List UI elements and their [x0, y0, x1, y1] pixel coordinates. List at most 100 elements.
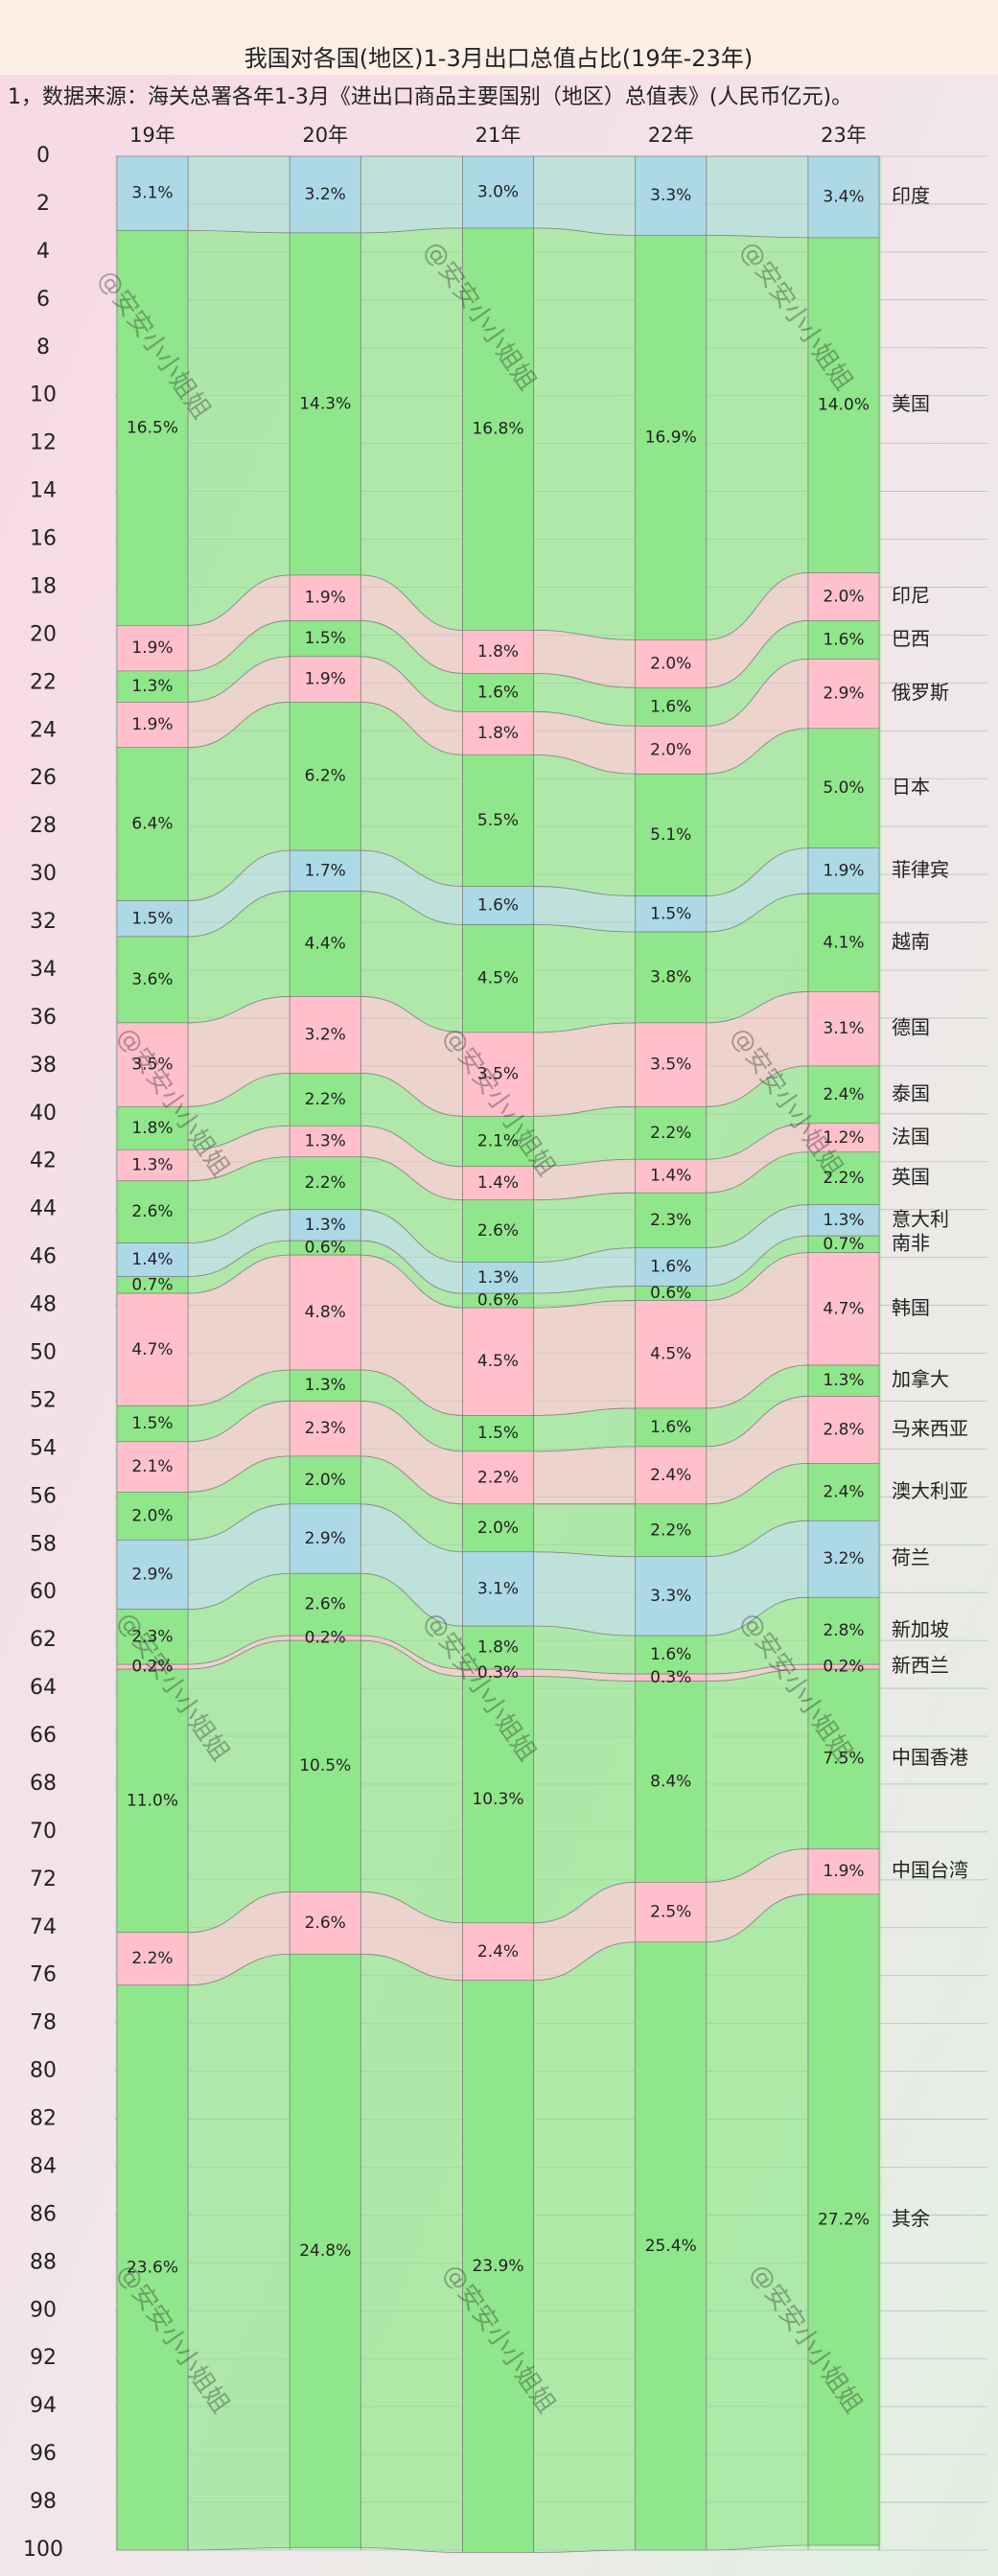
value-label: 5.0%	[823, 778, 864, 798]
value-label: 1.4%	[131, 1250, 173, 1269]
value-label: 2.2%	[305, 1173, 346, 1193]
bar-segment	[807, 659, 880, 730]
y-tick-label: 0	[36, 144, 50, 168]
value-label: 3.2%	[305, 1025, 346, 1044]
legend-label: 俄罗斯	[892, 681, 949, 704]
legend-label: 德国	[892, 1016, 930, 1039]
value-label: 1.8%	[477, 642, 519, 661]
value-label: 2.9%	[305, 1529, 346, 1548]
y-tick-label: 96	[30, 2442, 57, 2466]
y-tick-label: 34	[30, 958, 57, 982]
y-tick-label: 44	[30, 1197, 57, 1221]
value-label: 3.6%	[131, 970, 173, 989]
value-label: 27.2%	[818, 2210, 870, 2229]
y-tick-label: 72	[30, 1868, 57, 1891]
x-tick-label: 22年	[648, 124, 694, 147]
bar-segment	[289, 1156, 361, 1210]
legend-label: 美国	[892, 392, 930, 415]
ribbon	[533, 754, 637, 896]
ribbon	[187, 230, 290, 626]
y-tick-label: 76	[30, 1963, 57, 1987]
ribbon	[360, 155, 463, 234]
bar-segment	[462, 673, 534, 712]
value-label: 16.9%	[645, 428, 697, 447]
x-tick-label: 21年	[476, 124, 522, 147]
bar-segment	[462, 1625, 534, 1670]
bar-segment	[116, 1180, 189, 1243]
bar-segment	[807, 1596, 880, 1665]
bar-segment	[807, 1065, 880, 1125]
value-label: 1.9%	[131, 638, 173, 658]
y-tick-label: 78	[30, 2011, 57, 2035]
bar-segment	[635, 1300, 708, 1409]
value-label: 2.6%	[305, 1595, 346, 1614]
bar-segment	[635, 1503, 708, 1558]
value-label: 7.5%	[823, 1750, 864, 1769]
bar-segment	[462, 1307, 534, 1416]
value-label: 2.9%	[823, 685, 864, 704]
y-tick-label: 58	[30, 1532, 57, 1556]
y-tick-label: 84	[30, 2154, 57, 2178]
value-label: 10.3%	[472, 1790, 523, 1809]
value-label: 8.4%	[650, 1772, 691, 1791]
ribbon	[533, 1941, 637, 2553]
value-label: 0.3%	[477, 1663, 519, 1683]
value-label: 2.2%	[131, 1949, 173, 1968]
value-label: 2.9%	[131, 1565, 173, 1584]
bar-segment	[807, 1668, 880, 1849]
value-label: 3.0%	[477, 182, 519, 201]
bar-segment	[289, 1455, 361, 1505]
value-label: 1.6%	[650, 1645, 691, 1664]
value-label: 4.8%	[305, 1303, 346, 1322]
value-label: 1.3%	[305, 1376, 346, 1395]
legend-label: 菲律宾	[892, 858, 949, 881]
legend-label: 新加坡	[892, 1618, 949, 1641]
bar-segment	[807, 893, 880, 992]
bars	[116, 155, 880, 2553]
y-tick-label: 26	[30, 766, 57, 790]
x-tick-label: 23年	[821, 124, 867, 147]
value-label: 3.3%	[650, 186, 691, 205]
labels: 0246810121416182022242628303234363840424…	[23, 124, 968, 2562]
value-label: 3.5%	[131, 1056, 173, 1075]
bar-segment	[116, 702, 189, 749]
bar-segment	[289, 849, 361, 892]
y-tick-label: 48	[30, 1293, 57, 1317]
bar-segment	[635, 155, 708, 236]
value-label: 2.0%	[650, 654, 691, 673]
y-tick-label: 86	[30, 2202, 57, 2226]
y-tick-label: 60	[30, 1580, 57, 1604]
bar-segment	[807, 1463, 880, 1521]
value-label: 3.1%	[131, 184, 173, 203]
y-tick-label: 92	[30, 2346, 57, 2370]
legend-label: 中国台湾	[892, 1859, 968, 1882]
y-tick-label: 42	[30, 1149, 57, 1173]
value-label: 3.3%	[650, 1587, 691, 1606]
legend-label: 印度	[892, 184, 930, 207]
bar-segment	[289, 702, 361, 851]
bar-segment	[635, 1941, 708, 2551]
y-tick-label: 74	[30, 1915, 57, 1939]
value-label: 2.2%	[305, 1090, 346, 1109]
bar-segment	[635, 687, 708, 727]
bar-segment	[289, 620, 361, 658]
value-label: 2.0%	[131, 1506, 173, 1525]
ribbon	[706, 155, 809, 239]
value-label: 16.8%	[472, 420, 523, 439]
bar-segment	[807, 1204, 880, 1237]
bar-segment	[116, 900, 189, 938]
value-label: 0.2%	[823, 1658, 864, 1677]
value-label: 1.9%	[823, 861, 864, 880]
y-tick-label: 10	[30, 383, 57, 407]
value-label: 2.4%	[477, 1942, 519, 1961]
bar-segment	[635, 1556, 708, 1636]
y-tick-label: 94	[30, 2394, 57, 2418]
bar-segment	[116, 230, 189, 626]
value-label: 2.6%	[305, 1914, 346, 1933]
ribbon	[187, 155, 290, 234]
y-tick-label: 8	[36, 336, 50, 360]
legend-label: 法国	[892, 1125, 930, 1148]
ribbon	[533, 1503, 637, 1558]
